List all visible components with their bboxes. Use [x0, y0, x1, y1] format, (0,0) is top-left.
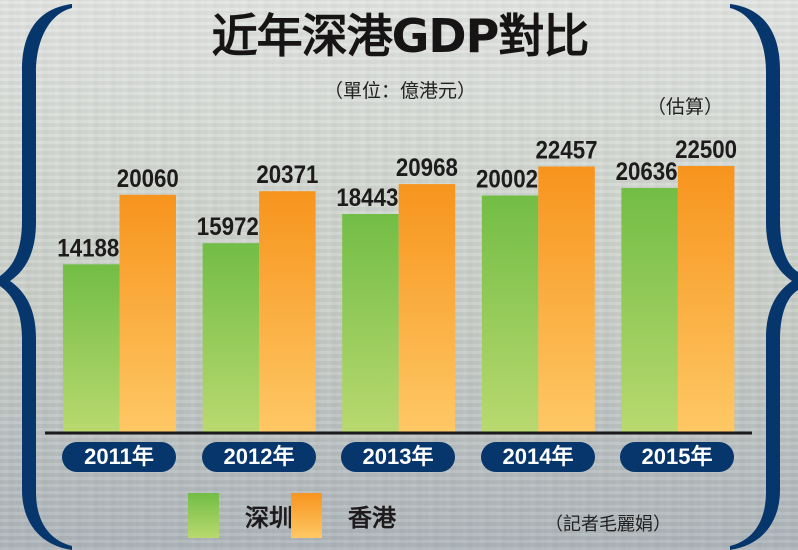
bar-hongkong-3 [538, 166, 595, 432]
right-brace-decoration [730, 4, 798, 550]
estimate-note: （估算） [646, 96, 723, 118]
data-label-hongkong-2: 20968 [396, 154, 458, 182]
year-pill-2013: 2013年 [341, 442, 455, 472]
left-brace-decoration [0, 4, 72, 550]
data-label-shenzhen-3: 20002 [476, 166, 538, 194]
legend-label-hongkong: 香港 [348, 504, 396, 532]
data-label-shenzhen-2: 18443 [336, 184, 398, 212]
data-label-shenzhen-1: 15972 [197, 213, 259, 241]
bar-hongkong-0 [119, 194, 176, 432]
unit-subtitle: （單位：億港元） [323, 80, 476, 102]
reporter-credit: （記者毛麗娟） [545, 514, 671, 535]
data-label-shenzhen-4: 20636 [616, 158, 678, 186]
year-pill-2015: 2015年 [620, 442, 734, 472]
legend-swatch-shenzhen [188, 493, 219, 538]
bar-shenzhen-1 [202, 243, 260, 432]
year-pill-2014: 2014年 [481, 442, 595, 472]
legend-label-shenzhen: 深圳 [245, 504, 293, 532]
data-label-hongkong-1: 20371 [256, 161, 318, 189]
legend-swatch-hongkong [291, 493, 322, 538]
bar-shenzhen-0 [63, 264, 120, 432]
data-label-hongkong-3: 22457 [536, 137, 598, 165]
data-label-hongkong-0: 20060 [117, 165, 179, 193]
bar-hongkong-2 [398, 184, 456, 432]
bar-shenzhen-3 [481, 195, 539, 432]
bar-hongkong-4 [677, 166, 735, 432]
data-label-hongkong-4: 22500 [675, 136, 737, 164]
bar-shenzhen-4 [621, 188, 678, 432]
chart-title: 近年深港GDP對比 [211, 9, 590, 63]
year-pill-2011: 2011年 [62, 442, 176, 472]
year-pill-2012: 2012年 [202, 442, 316, 472]
bar-hongkong-1 [259, 191, 316, 432]
bar-shenzhen-2 [342, 214, 399, 432]
data-label-shenzhen-0: 14188 [57, 234, 119, 262]
